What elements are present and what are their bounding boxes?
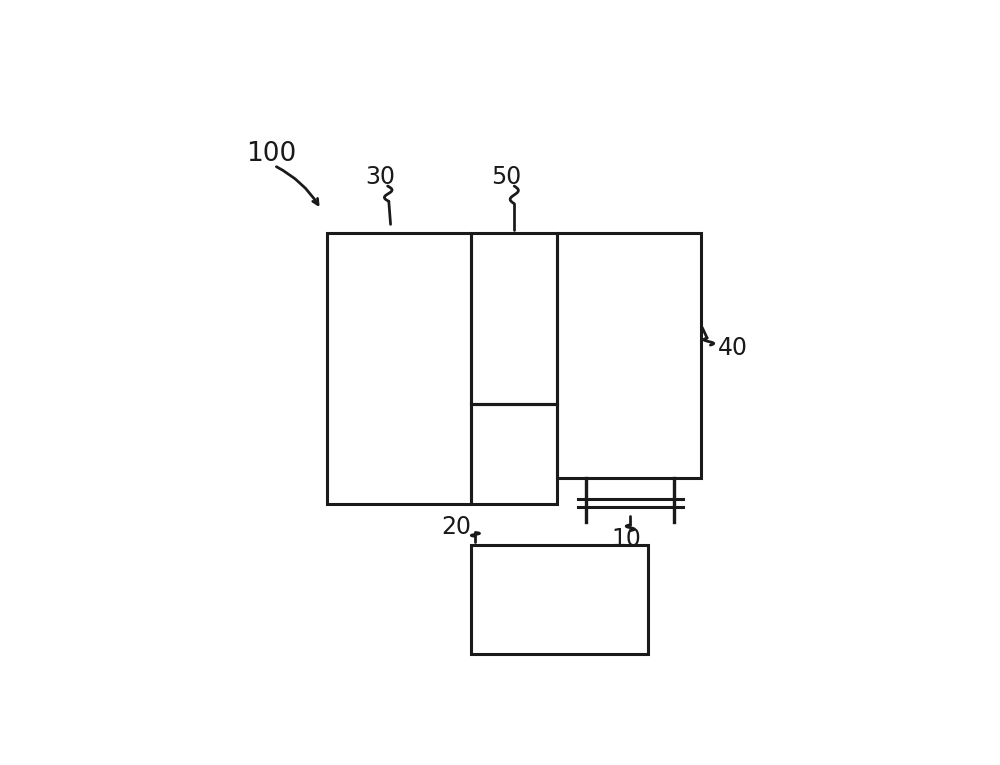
- Text: 30: 30: [365, 165, 395, 189]
- Bar: [471, 545, 648, 654]
- Text: 40: 40: [717, 336, 747, 360]
- Bar: [471, 233, 557, 404]
- Bar: [327, 233, 471, 504]
- Text: 10: 10: [611, 528, 641, 552]
- Text: 100: 100: [246, 141, 296, 167]
- Bar: [471, 404, 557, 504]
- Text: 50: 50: [491, 165, 522, 189]
- Text: 20: 20: [441, 515, 471, 539]
- Bar: [557, 233, 701, 477]
